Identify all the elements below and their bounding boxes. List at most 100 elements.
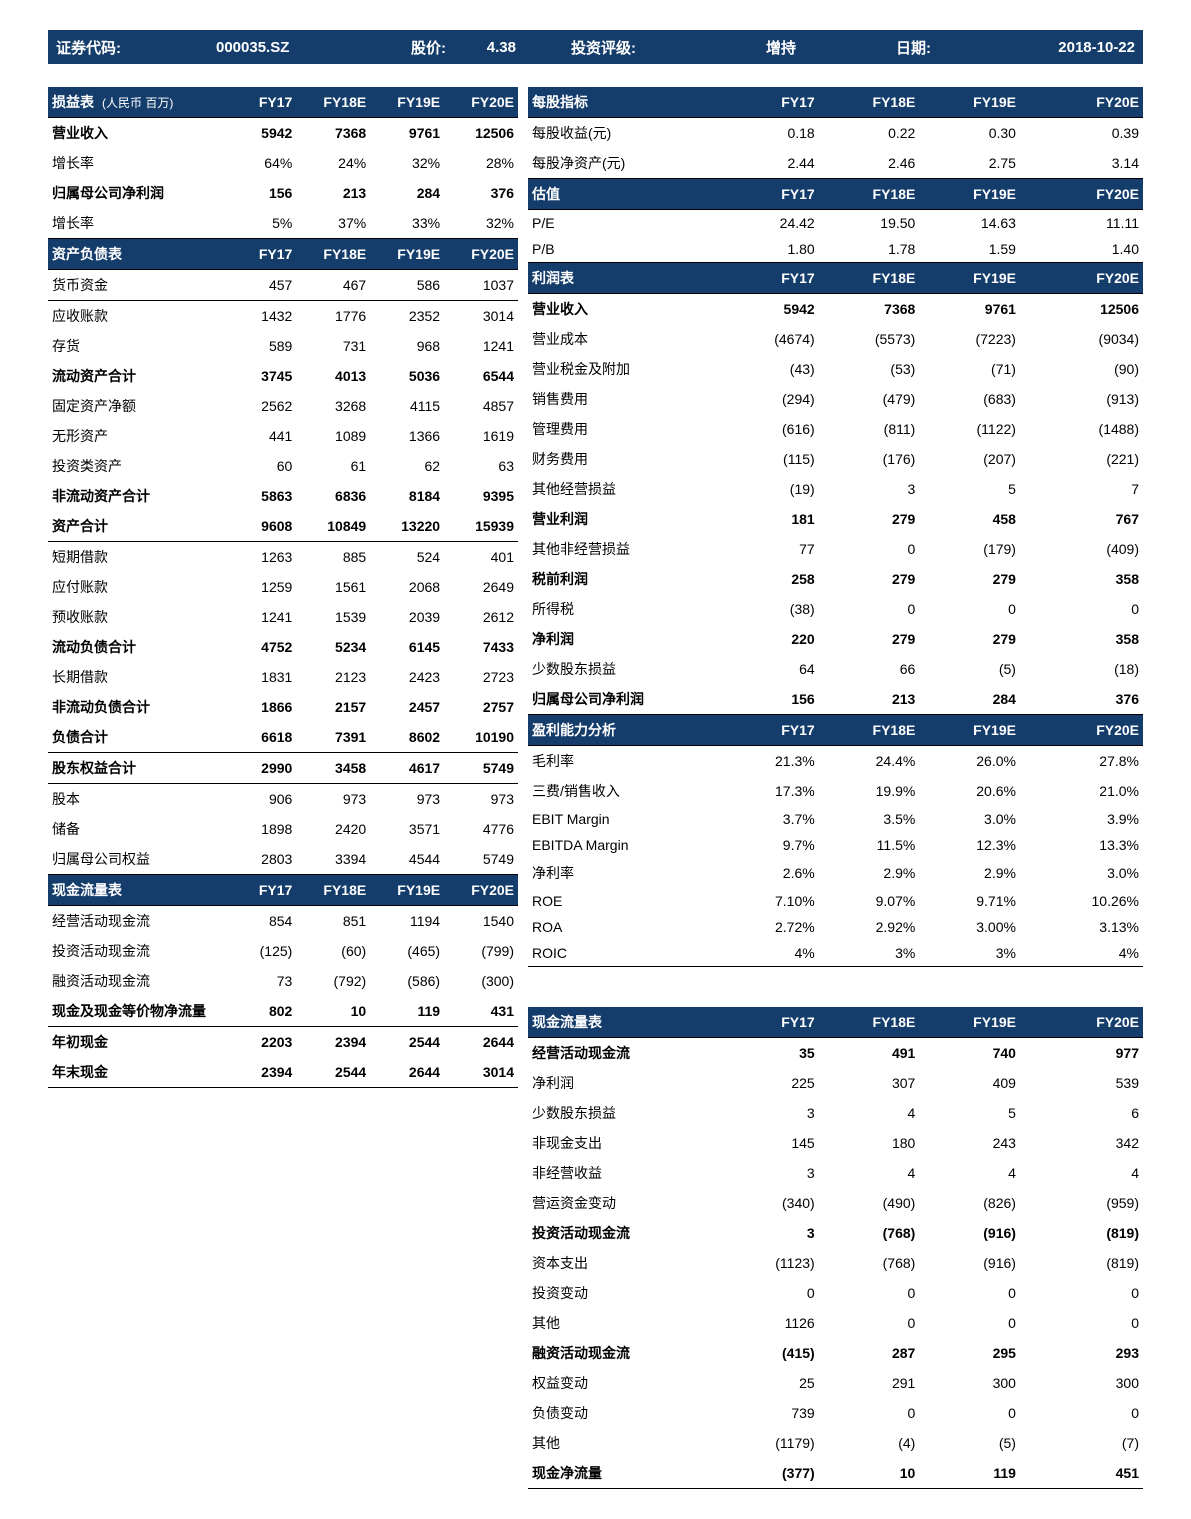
cell-value: 32% [444, 208, 518, 239]
cell-value: (916) [919, 1218, 1020, 1248]
cell-value: 63 [444, 451, 518, 481]
table-row: 销售费用(294)(479)(683)(913) [528, 384, 1143, 414]
cell-value: 12.3% [919, 832, 1020, 858]
cell-value: 4115 [370, 391, 444, 421]
cell-value: 61 [296, 451, 370, 481]
table-row: 营业收入59427368976112506 [528, 294, 1143, 325]
cell-value: 7.10% [718, 888, 819, 914]
cell-value: 0 [919, 1398, 1020, 1428]
cell-value: 1.80 [718, 236, 819, 263]
table-row: 非经营收益3444 [528, 1158, 1143, 1188]
cell-value: 2644 [370, 1057, 444, 1088]
cell-value: (377) [718, 1458, 819, 1489]
row-label: 融资活动现金流 [48, 966, 222, 996]
table-row: 管理费用(616)(811)(1122)(1488) [528, 414, 1143, 444]
table-row: 固定资产净额2562326841154857 [48, 391, 518, 421]
table-row: 营业利润181279458767 [528, 504, 1143, 534]
table-row: 预收账款1241153920392612 [48, 602, 518, 632]
table-row: 营业收入59427368976112506 [48, 118, 518, 149]
row-label: 年末现金 [48, 1057, 222, 1088]
cell-value: 3.0% [919, 806, 1020, 832]
row-label: 应付账款 [48, 572, 222, 602]
table-row: P/E24.4219.5014.6311.11 [528, 210, 1143, 237]
cell-value: 2649 [444, 572, 518, 602]
row-label: 营运资金变动 [528, 1188, 718, 1218]
year-header: FY20E [1020, 1007, 1143, 1038]
cell-value: 3458 [296, 753, 370, 784]
rating-value: 增持 [766, 37, 796, 58]
row-label: 经营活动现金流 [48, 906, 222, 937]
cell-value: 467 [296, 270, 370, 301]
cell-value: (221) [1020, 444, 1143, 474]
year-header: FY19E [919, 1007, 1020, 1038]
left-financial-tables: 损益表(人民币 百万)FY17FY18EFY19EFY20E营业收入594273… [48, 86, 518, 1088]
cell-value: 2544 [296, 1057, 370, 1088]
row-label: 营业成本 [528, 324, 718, 354]
table-row: EBIT Margin3.7%3.5%3.0%3.9% [528, 806, 1143, 832]
cell-value: 2039 [370, 602, 444, 632]
cell-value: 3394 [296, 844, 370, 875]
cell-value: 4% [718, 940, 819, 967]
row-label: 股本 [48, 784, 222, 815]
cell-value: 284 [919, 684, 1020, 715]
cell-value: 358 [1020, 624, 1143, 654]
cell-value: (916) [919, 1248, 1020, 1278]
cell-value: 2352 [370, 301, 444, 332]
cell-value: (125) [222, 936, 296, 966]
cell-value: 5036 [370, 361, 444, 391]
cell-value: (43) [718, 354, 819, 384]
row-label: EBITDA Margin [528, 832, 718, 858]
cell-value: (465) [370, 936, 444, 966]
cell-value: 8184 [370, 481, 444, 511]
cell-value: 2423 [370, 662, 444, 692]
cell-value: (7223) [919, 324, 1020, 354]
cell-value: 21.3% [718, 746, 819, 777]
table-row: 货币资金4574675861037 [48, 270, 518, 301]
cell-value: 0 [1020, 594, 1143, 624]
table-row: 经营活动现金流85485111941540 [48, 906, 518, 937]
cell-value: (5) [919, 1428, 1020, 1458]
table-row: 流动资产合计3745401350366544 [48, 361, 518, 391]
cell-value: 0 [819, 1398, 920, 1428]
table-row: 资本支出(1123)(768)(916)(819) [528, 1248, 1143, 1278]
cell-value: (1123) [718, 1248, 819, 1278]
cell-value: 491 [819, 1038, 920, 1069]
row-label: 存货 [48, 331, 222, 361]
table-row: 长期借款1831212324232723 [48, 662, 518, 692]
row-label: P/B [528, 236, 718, 263]
cell-value: 291 [819, 1368, 920, 1398]
cell-value: 9761 [370, 118, 444, 149]
row-label: 长期借款 [48, 662, 222, 692]
year-header: FY19E [919, 715, 1020, 746]
row-label: 融资活动现金流 [528, 1338, 718, 1368]
cell-value: (4) [819, 1428, 920, 1458]
cell-value: 1126 [718, 1308, 819, 1338]
cell-value: (768) [819, 1248, 920, 1278]
table-row: 资产合计9608108491322015939 [48, 511, 518, 542]
year-header: FY20E [1020, 715, 1143, 746]
cell-value: 213 [819, 684, 920, 715]
cell-value: 5234 [296, 632, 370, 662]
row-label: 非现金支出 [528, 1128, 718, 1158]
cell-value: (409) [1020, 534, 1143, 564]
row-label: 所得税 [528, 594, 718, 624]
table-row: 存货5897319681241 [48, 331, 518, 361]
cell-value: 2803 [222, 844, 296, 875]
cell-value: (768) [819, 1218, 920, 1248]
year-header: FY18E [296, 875, 370, 906]
row-label: 非流动资产合计 [48, 481, 222, 511]
cell-value: 3.14 [1020, 148, 1143, 179]
cell-value: 524 [370, 542, 444, 573]
year-header: FY18E [819, 263, 920, 294]
header-bar: 证券代码: 000035.SZ 股价: 4.38 投资评级: 增持 日期: 20… [48, 30, 1143, 64]
row-label: 增长率 [48, 208, 222, 239]
cell-value: 441 [222, 421, 296, 451]
table-row: 负债合计66187391860210190 [48, 722, 518, 753]
row-label: 增长率 [48, 148, 222, 178]
cell-value: 73 [222, 966, 296, 996]
cell-value: 968 [370, 331, 444, 361]
table-row: ROIC4%3%3%4% [528, 940, 1143, 967]
cell-value: 37% [296, 208, 370, 239]
cell-value: 0 [1020, 1308, 1143, 1338]
cell-value: 284 [370, 178, 444, 208]
